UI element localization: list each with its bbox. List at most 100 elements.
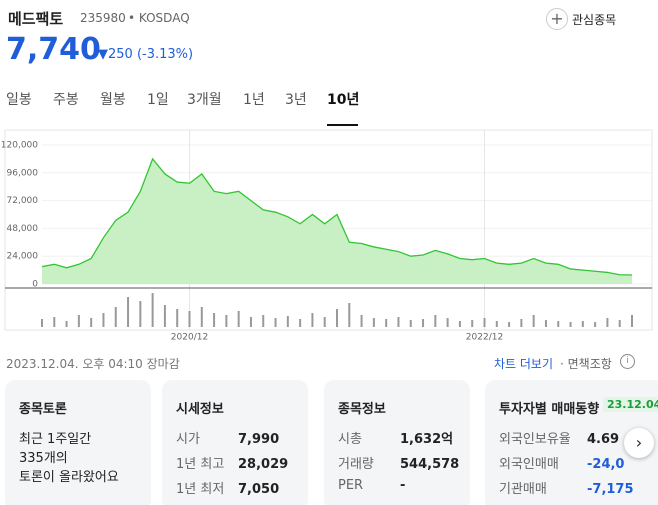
card-text: 토론이 올라왔어요 (19, 470, 119, 485)
volume-bar (397, 317, 400, 327)
volume-bar (446, 318, 449, 327)
card-row: 시가 7,990 (176, 428, 279, 447)
row-label: 시총 (338, 432, 362, 447)
volume-bar (90, 318, 93, 327)
row-label: 거래량 (338, 457, 374, 472)
tab[interactable]: 일봉 (6, 92, 32, 108)
volume-bar (483, 318, 486, 327)
volume-bar (139, 301, 142, 327)
card-row: 외국인보유율 4.69 (499, 428, 619, 447)
add-icon[interactable]: + (546, 8, 568, 30)
volume-bar (213, 313, 216, 327)
price: 7,740 (6, 32, 101, 67)
price-line (41, 157, 633, 276)
card-row: 외국인매매 -24,0 (499, 453, 624, 472)
price-change: ▼250 (-3.13%) (98, 47, 194, 62)
card-row: 1년 최고 28,029 (176, 453, 288, 472)
row-value: 4.69 (587, 432, 620, 447)
volume-bar (372, 318, 375, 327)
card-title: 종목정보 (338, 402, 386, 417)
volume-bar (65, 321, 68, 327)
volume-bar (127, 297, 130, 327)
volume-bar (114, 307, 117, 327)
volume-bar (151, 293, 154, 327)
volume-bar (249, 317, 252, 327)
info-card[interactable]: 투자자별 매매동향 23.12.04 외국인보유율 4.69 외국인매매 -24,0 기관매… (485, 380, 658, 505)
tab[interactable]: 1일 (147, 92, 169, 108)
volume-bar (323, 317, 326, 327)
tab[interactable]: 1년 (243, 92, 265, 108)
volume-bar (606, 318, 609, 327)
row-label: 기관매매 (499, 482, 547, 497)
volume-bar (508, 322, 511, 327)
stock-name: 메드팩토 (8, 10, 64, 28)
tab[interactable]: 주봉 (53, 92, 79, 108)
volume-bar (422, 319, 425, 327)
card-text: 최근 1주일간 (19, 432, 92, 447)
volume-bar (385, 319, 388, 327)
row-value: -24,0 (587, 457, 625, 472)
info-icon[interactable]: i (620, 354, 635, 369)
card-row: 시총 1,632억 (338, 428, 453, 447)
row-label: 시가 (176, 432, 200, 447)
x-tick-label: 2020/12 (171, 333, 208, 343)
volume-bar (532, 315, 535, 327)
y-tick-label: 24,000 (7, 252, 39, 262)
row-value: - (400, 478, 406, 493)
y-tick-label: 96,000 (7, 168, 39, 178)
volume-bar (471, 320, 474, 327)
row-value: 544,578 (400, 457, 460, 472)
volume-bar (53, 317, 56, 327)
card-text: 335개의 (19, 451, 68, 466)
tab[interactable]: 3개월 (187, 92, 222, 108)
volume-bar (102, 313, 105, 327)
watch-button[interactable]: 관심종목 (572, 13, 617, 27)
volume-bar (225, 315, 228, 327)
y-tick-label: 120,000 (1, 141, 38, 151)
market: • KOSDAQ (128, 11, 190, 25)
volume-bar (336, 309, 338, 327)
volume-bar (311, 313, 314, 327)
disclaimer[interactable]: · 면책조항 (560, 357, 612, 371)
row-label: 외국인보유율 (499, 432, 571, 447)
info-card[interactable]: 시세정보 시가 7,990 1년 최고 28,029 1년 최저 7,050 (162, 380, 308, 505)
chart: 0 24,000 48,000 72,000 96,000 120,000 2020/12 2… (1, 129, 653, 343)
card-row: 1년 최저 7,050 (176, 478, 279, 497)
y-tick-label: 48,000 (7, 224, 39, 234)
volume-bar (176, 309, 179, 327)
volume-bar (458, 321, 461, 327)
row-value: -7,175 (587, 482, 634, 497)
volume-bar (274, 318, 277, 327)
volume-bar (286, 316, 289, 327)
x-tick-label: 2022/12 (466, 333, 503, 343)
volume-bar (581, 321, 584, 327)
volume-bar (237, 311, 240, 327)
volume-bar (434, 315, 437, 327)
row-label: PER (338, 478, 364, 493)
row-label: 1년 최저 (176, 482, 225, 497)
row-value: 28,029 (238, 457, 289, 472)
volume-bar (631, 315, 633, 327)
card-row: 기관매매 -7,175 (499, 478, 634, 497)
volume-bar (360, 315, 363, 327)
row-label: 1년 최고 (176, 457, 225, 472)
row-value: 7,050 (238, 482, 280, 497)
tab[interactable]: 월봉 (100, 92, 126, 108)
volume-bar (594, 322, 597, 327)
more-chart[interactable]: 차트 더보기 (494, 357, 554, 371)
tab[interactable]: 3년 (285, 92, 307, 108)
next-arrow[interactable]: › (624, 428, 654, 458)
volume-bar (77, 315, 80, 327)
card-row: PER - (338, 478, 405, 493)
row-value: 1,632억 (400, 432, 454, 447)
volume-bar (569, 322, 572, 327)
y-tick-label: 0 (32, 280, 38, 290)
volume-bar (495, 321, 498, 327)
volume-bar (163, 305, 166, 327)
row-value: 7,990 (238, 432, 280, 447)
card-title: 종목토론 (19, 402, 67, 417)
tab[interactable]: 10년 (327, 92, 360, 108)
